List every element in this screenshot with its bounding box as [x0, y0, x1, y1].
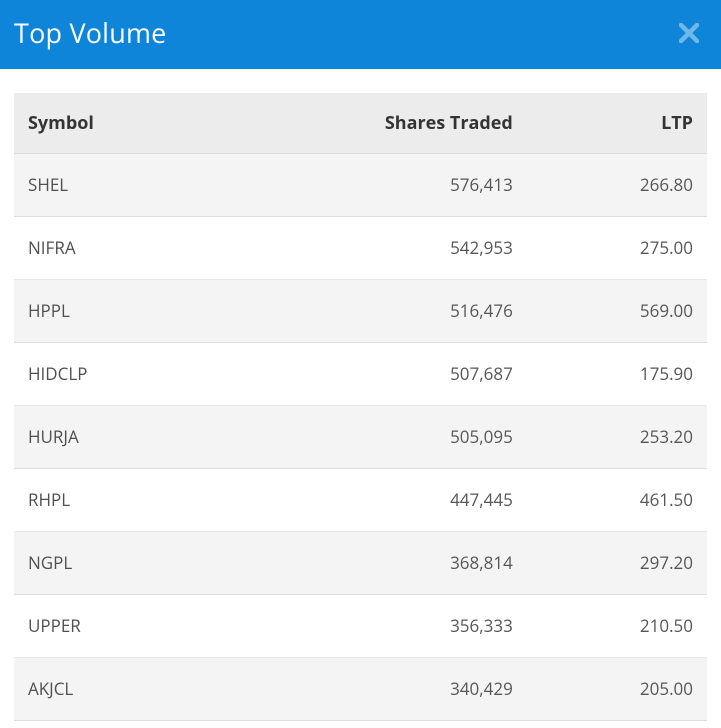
close-button[interactable]	[677, 21, 701, 45]
cell-shares: 505,095	[277, 406, 526, 469]
cell-ltp: 205.00	[527, 658, 707, 721]
col-header-ltp[interactable]: LTP	[527, 93, 707, 154]
cell-symbol: NGPL	[14, 532, 277, 595]
table-header: Symbol Shares Traded LTP	[14, 93, 707, 154]
table-row[interactable]: LSL339,418213.70	[14, 721, 707, 728]
cell-symbol: HURJA	[14, 406, 277, 469]
cell-shares: 542,953	[277, 217, 526, 280]
cell-shares: 368,814	[277, 532, 526, 595]
table-row[interactable]: UPPER356,333210.50	[14, 595, 707, 658]
cell-ltp: 569.00	[527, 280, 707, 343]
modal-header: Top Volume	[0, 0, 721, 69]
cell-ltp: 210.50	[527, 595, 707, 658]
table-row[interactable]: HPPL516,476569.00	[14, 280, 707, 343]
cell-symbol: RHPL	[14, 469, 277, 532]
table-row[interactable]: NIFRA542,953275.00	[14, 217, 707, 280]
table-row[interactable]: NGPL368,814297.20	[14, 532, 707, 595]
cell-shares: 447,445	[277, 469, 526, 532]
col-header-symbol[interactable]: Symbol	[14, 93, 277, 154]
cell-shares: 507,687	[277, 343, 526, 406]
top-volume-table: Symbol Shares Traded LTP SHEL576,413266.…	[14, 93, 707, 728]
cell-symbol: HPPL	[14, 280, 277, 343]
close-icon	[679, 23, 699, 43]
cell-ltp: 266.80	[527, 154, 707, 217]
cell-shares: 340,429	[277, 658, 526, 721]
cell-symbol: SHEL	[14, 154, 277, 217]
cell-shares: 576,413	[277, 154, 526, 217]
table-body: SHEL576,413266.80NIFRA542,953275.00HPPL5…	[14, 154, 707, 728]
cell-symbol: NIFRA	[14, 217, 277, 280]
cell-ltp: 275.00	[527, 217, 707, 280]
table-row[interactable]: SHEL576,413266.80	[14, 154, 707, 217]
table-row[interactable]: RHPL447,445461.50	[14, 469, 707, 532]
cell-symbol: LSL	[14, 721, 277, 728]
cell-shares: 516,476	[277, 280, 526, 343]
modal-body: Symbol Shares Traded LTP SHEL576,413266.…	[0, 69, 721, 728]
cell-ltp: 253.20	[527, 406, 707, 469]
cell-symbol: HIDCLP	[14, 343, 277, 406]
modal-title: Top Volume	[14, 14, 167, 51]
cell-ltp: 213.70	[527, 721, 707, 728]
table-row[interactable]: AKJCL340,429205.00	[14, 658, 707, 721]
cell-ltp: 297.20	[527, 532, 707, 595]
cell-symbol: AKJCL	[14, 658, 277, 721]
cell-ltp: 175.90	[527, 343, 707, 406]
table-row[interactable]: HIDCLP507,687175.90	[14, 343, 707, 406]
table-row[interactable]: HURJA505,095253.20	[14, 406, 707, 469]
cell-ltp: 461.50	[527, 469, 707, 532]
cell-shares: 356,333	[277, 595, 526, 658]
cell-symbol: UPPER	[14, 595, 277, 658]
col-header-shares[interactable]: Shares Traded	[277, 93, 526, 154]
cell-shares: 339,418	[277, 721, 526, 728]
